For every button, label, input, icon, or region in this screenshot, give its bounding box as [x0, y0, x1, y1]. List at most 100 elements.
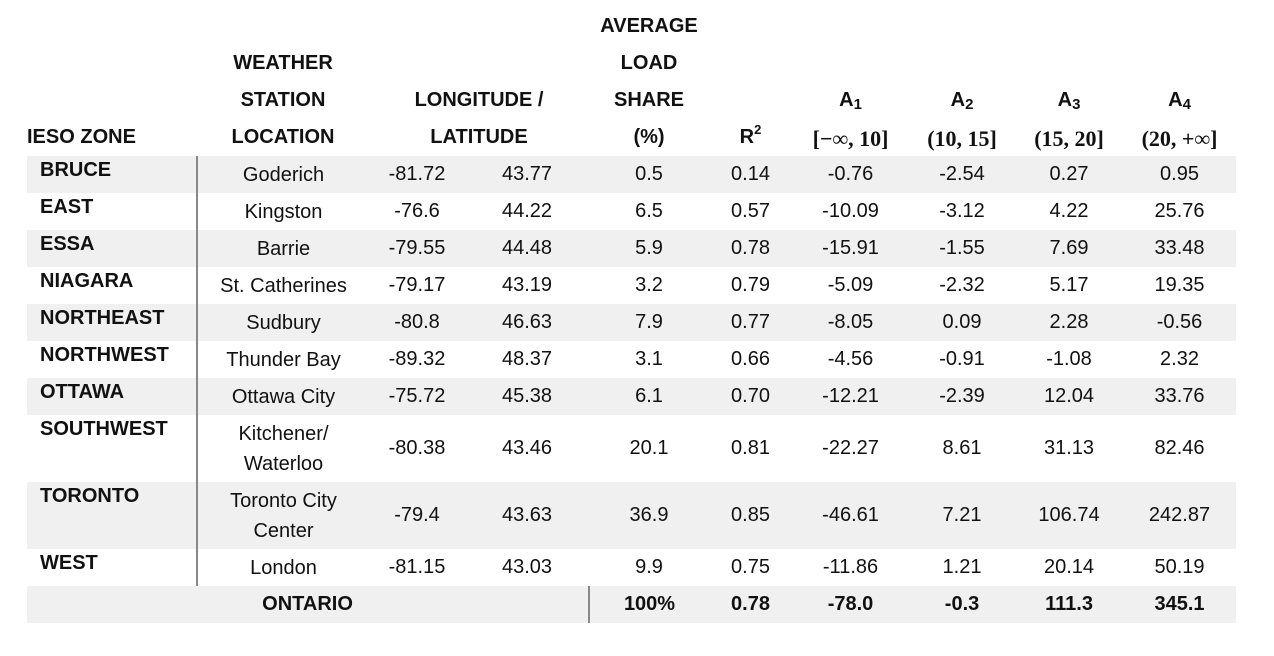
station-cell: Sudbury	[196, 304, 369, 341]
a3-cell: 106.74	[1015, 482, 1124, 549]
total-a4-cell: 345.1	[1123, 586, 1237, 623]
longitude-cell: -89.32	[388, 348, 446, 370]
station-cell: Thunder Bay	[196, 341, 369, 378]
latitude-cell: 43.19	[501, 274, 553, 296]
a3-cell: 2.28	[1015, 304, 1124, 341]
total-r2-cell: 0.78	[709, 586, 793, 623]
a2-cell: 0.09	[909, 304, 1016, 341]
latitude-cell: 48.37	[501, 348, 553, 370]
table-row: EAST Kingston -76.6 44.22 6.5 0.57 -10.0…	[27, 193, 1236, 230]
header-r-squared: R2	[739, 122, 762, 148]
latitude-cell: 43.46	[501, 437, 553, 459]
r2-cell: 0.78	[709, 230, 793, 267]
r2-cell: 0.77	[709, 304, 793, 341]
load-share-table: IESO ZONE WEATHER STATION LOCATION LONGI…	[27, 8, 1237, 623]
table-row: NIAGARA St. Catherines -79.17 43.19 3.2 …	[27, 267, 1236, 304]
a4-cell: -0.56	[1123, 304, 1237, 341]
station-cell: St. Catherines	[196, 267, 369, 304]
station-line: Center	[253, 519, 314, 542]
a3-cell: 0.27	[1015, 156, 1124, 193]
share-cell: 36.9	[589, 482, 710, 549]
r2-cell: 0.57	[731, 200, 770, 222]
a4-cell: 82.46	[1154, 437, 1205, 459]
longitude-cell: -76.6	[394, 200, 440, 222]
a2-cell: 8.61	[942, 437, 982, 459]
a1-cell: -8.05	[792, 304, 910, 341]
zone-cell: NORTHWEST	[40, 344, 169, 366]
a4-cell: 33.48	[1123, 230, 1237, 267]
share-cell: 7.9	[589, 304, 710, 341]
a3-cell: 31.13	[1043, 437, 1095, 459]
a3-cell: 7.69	[1015, 230, 1124, 267]
table-row: SOUTHWEST Kitchener/ Waterloo -80.38 43.…	[27, 415, 1236, 482]
longitude-cell: -75.72	[369, 378, 465, 415]
share-cell: 20.1	[629, 437, 669, 459]
r2-cell: 0.70	[709, 378, 793, 415]
a2-cell: -2.39	[909, 378, 1016, 415]
a1-cell: -0.76	[792, 156, 910, 193]
table-row: ESSA Barrie -79.55 44.48 5.9 0.78 -15.91…	[27, 230, 1237, 267]
station-cell: Kingston	[196, 193, 369, 230]
longitude-cell: -80.38	[388, 437, 446, 459]
header-a2: A2 (10, 15]	[927, 89, 997, 151]
a1-cell: -46.61	[792, 482, 910, 549]
a4-cell: 33.76	[1123, 378, 1237, 415]
longitude-cell: -80.8	[369, 304, 465, 341]
r2-cell: 0.81	[731, 437, 770, 459]
share-cell: 0.5	[589, 156, 710, 193]
header-ieso-zone: IESO ZONE	[27, 126, 136, 148]
table-row: NORTHEAST Sudbury -80.8 46.63 7.9 0.77 -…	[27, 304, 1237, 341]
a2-cell: -2.32	[939, 274, 985, 296]
a2-cell: 7.21	[909, 482, 1016, 549]
a3-cell: 5.17	[1049, 274, 1089, 296]
header-a3: A3 (15, 20]	[1034, 89, 1104, 151]
total-label: ONTARIO	[27, 586, 590, 623]
station-line: Waterloo	[243, 452, 324, 475]
r2-cell: 0.79	[731, 274, 770, 296]
a4-cell: 19.35	[1154, 274, 1205, 296]
total-a3-cell: 111.3	[1015, 586, 1124, 623]
table-row: BRUCE Goderich -81.72 43.77 0.5 0.14 -0.…	[27, 156, 1237, 193]
zone-cell: OTTAWA	[27, 378, 197, 415]
a4-cell: 50.19	[1154, 556, 1205, 578]
zone-cell: EAST	[40, 196, 94, 218]
a3-cell: -1.08	[1046, 348, 1092, 370]
share-cell: 6.1	[589, 378, 710, 415]
latitude-cell: 43.63	[465, 482, 590, 549]
longitude-cell: -79.17	[388, 274, 446, 296]
a1-cell: -10.09	[822, 200, 879, 222]
station-line: Toronto City	[230, 489, 337, 512]
header-longitude-latitude: LONGITUDE / LATITUDE	[414, 89, 544, 148]
zone-cell: TORONTO	[27, 482, 197, 549]
zone-cell: BRUCE	[27, 156, 197, 193]
a3-cell: 12.04	[1015, 378, 1124, 415]
total-a2-cell: -0.3	[909, 586, 1016, 623]
latitude-cell: 44.48	[465, 230, 590, 267]
station-line: Kitchener/	[238, 422, 329, 445]
total-a1-cell: -78.0	[792, 586, 910, 623]
zone-cell: WEST	[40, 552, 98, 574]
share-cell: 3.1	[635, 348, 663, 370]
longitude-cell: -81.15	[388, 556, 446, 578]
a3-cell: 4.22	[1049, 200, 1089, 222]
a2-cell: -1.55	[909, 230, 1016, 267]
zone-cell: ESSA	[27, 230, 197, 267]
a4-cell: 2.32	[1160, 348, 1199, 370]
station-cell: London	[196, 549, 369, 586]
a1-cell: -5.09	[827, 274, 874, 296]
header-a4: A4 (20, +∞]	[1141, 89, 1218, 151]
header-a1: A1 [−∞, 10]	[812, 89, 889, 151]
a4-cell: 25.76	[1154, 200, 1205, 222]
r2-cell: 0.85	[709, 482, 793, 549]
latitude-cell: 43.03	[501, 556, 553, 578]
latitude-cell: 44.22	[501, 200, 553, 222]
a1-cell: -15.91	[792, 230, 910, 267]
header-row: IESO ZONE WEATHER STATION LOCATION LONGI…	[27, 8, 1236, 156]
table-row: TORONTO Toronto City Center -79.4 43.63 …	[27, 482, 1237, 549]
latitude-cell: 43.77	[465, 156, 590, 193]
a3-cell: 20.14	[1043, 556, 1095, 578]
zone-cell: SOUTHWEST	[40, 418, 168, 440]
longitude-cell: -79.4	[369, 482, 465, 549]
r2-cell: 0.75	[731, 556, 770, 578]
table-row: NORTHWEST Thunder Bay -89.32 48.37 3.1 0…	[27, 341, 1236, 378]
